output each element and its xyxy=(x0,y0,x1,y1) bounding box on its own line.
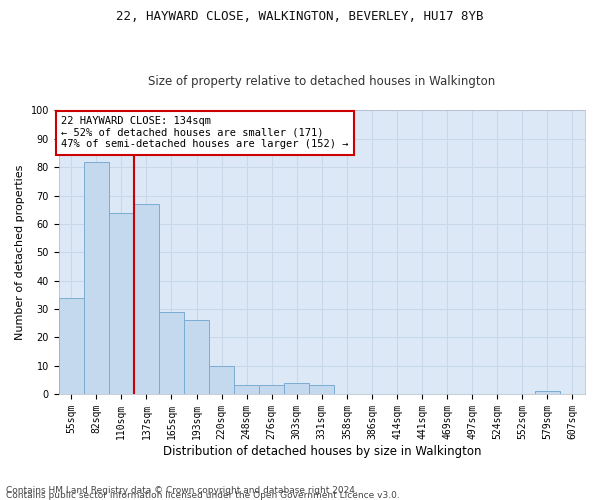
Text: Contains public sector information licensed under the Open Government Licence v3: Contains public sector information licen… xyxy=(6,491,400,500)
Bar xyxy=(109,212,134,394)
Bar xyxy=(259,386,284,394)
Text: 22 HAYWARD CLOSE: 134sqm
← 52% of detached houses are smaller (171)
47% of semi-: 22 HAYWARD CLOSE: 134sqm ← 52% of detach… xyxy=(61,116,349,150)
Bar xyxy=(234,386,259,394)
Bar xyxy=(59,298,84,394)
X-axis label: Distribution of detached houses by size in Walkington: Distribution of detached houses by size … xyxy=(163,444,481,458)
Bar xyxy=(284,382,309,394)
Text: 22, HAYWARD CLOSE, WALKINGTON, BEVERLEY, HU17 8YB: 22, HAYWARD CLOSE, WALKINGTON, BEVERLEY,… xyxy=(116,10,484,23)
Bar xyxy=(159,312,184,394)
Bar xyxy=(84,162,109,394)
Bar xyxy=(535,391,560,394)
Text: Contains HM Land Registry data © Crown copyright and database right 2024.: Contains HM Land Registry data © Crown c… xyxy=(6,486,358,495)
Bar xyxy=(309,386,334,394)
Bar xyxy=(134,204,159,394)
Bar xyxy=(209,366,234,394)
Bar xyxy=(184,320,209,394)
Y-axis label: Number of detached properties: Number of detached properties xyxy=(15,164,25,340)
Title: Size of property relative to detached houses in Walkington: Size of property relative to detached ho… xyxy=(148,76,496,88)
